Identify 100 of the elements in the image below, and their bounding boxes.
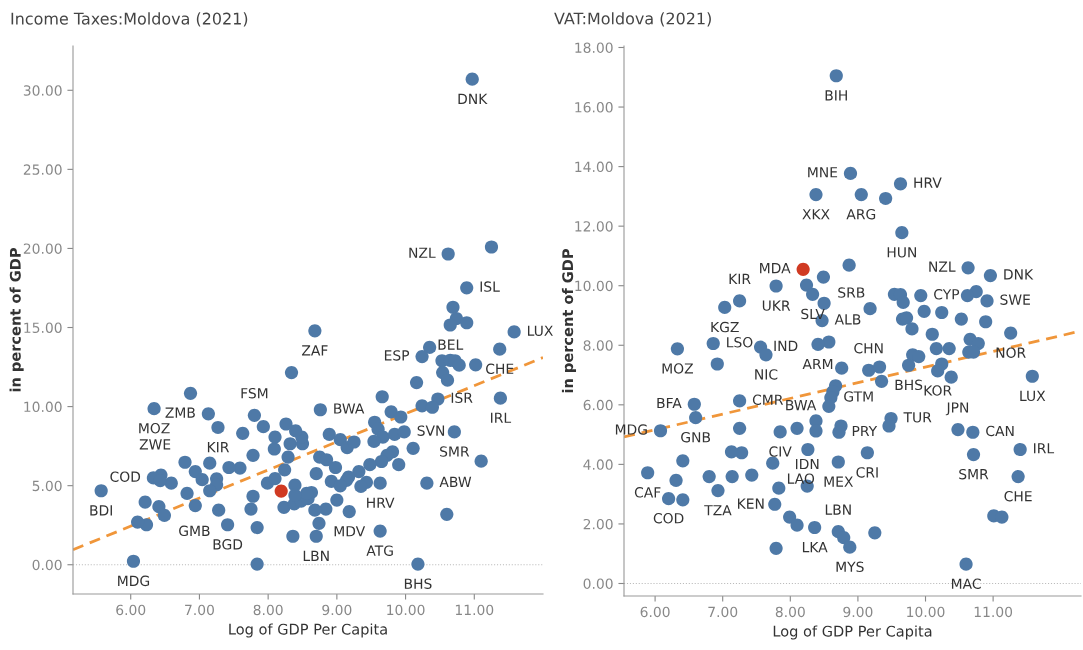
y-tick-label: 30.00 xyxy=(23,85,62,96)
annotation: IRL xyxy=(491,412,512,423)
y-tick-label: 8.00 xyxy=(583,340,613,351)
annotation: DNK xyxy=(1004,269,1034,280)
annotation: CIV xyxy=(769,446,792,457)
annotation: CYP xyxy=(934,289,960,300)
annotation: ZAF xyxy=(301,345,328,356)
x-tick-label: 6.00 xyxy=(640,606,670,618)
annotation: TZA xyxy=(704,505,732,516)
annotation: BHS xyxy=(404,578,432,589)
annotation: BGD xyxy=(213,539,243,550)
annotation: HRV xyxy=(914,177,942,188)
x-tick-label: 9.00 xyxy=(843,606,873,618)
annotation: LAO xyxy=(787,473,815,484)
annotation: NOR xyxy=(996,347,1026,358)
annotation: LBN xyxy=(825,504,851,515)
annotation: ABW xyxy=(439,476,472,487)
y-tick-label: 14.00 xyxy=(575,161,613,173)
annotation: MEX xyxy=(824,476,854,487)
annotation: GNB xyxy=(681,431,711,443)
annotation: ESP xyxy=(384,350,410,361)
annotation: LSO xyxy=(727,337,753,348)
x-axis-title: Log of GDP Per Capita xyxy=(773,625,932,640)
y-tick-label: 10.00 xyxy=(24,401,62,413)
annotation: CRI xyxy=(856,467,878,478)
annotation: SWE xyxy=(1000,294,1030,305)
annotation: KIR xyxy=(729,273,751,284)
annotation: ALB xyxy=(834,314,861,325)
annotation: BDI xyxy=(90,505,112,516)
annotation: COD xyxy=(110,471,141,482)
y-tick-label: 20.00 xyxy=(23,243,62,254)
x-tick-label: 6.00 xyxy=(116,604,146,616)
y-tick-label: 0.00 xyxy=(583,578,613,589)
x-tick-label: 11.00 xyxy=(455,604,494,616)
annotation: FSM xyxy=(241,387,268,399)
annotation: XKX xyxy=(802,209,830,220)
x-tick-label: 8.00 xyxy=(775,606,805,618)
annotation: GMB xyxy=(179,525,210,537)
annotation: MDG xyxy=(615,424,647,435)
annotation: IND xyxy=(774,340,798,351)
annotation: CAN xyxy=(986,425,1014,437)
y-tick-label: 18.00 xyxy=(575,42,613,53)
y-axis-title: in percent of GDP xyxy=(9,248,24,392)
annotation: LUX xyxy=(1020,390,1046,402)
annotation: SMR xyxy=(440,446,470,457)
x-tick-label: 10.00 xyxy=(907,606,945,618)
annotation: MOZ xyxy=(139,423,170,434)
annotation: TUR xyxy=(903,412,932,423)
annotation: KEN xyxy=(738,498,764,509)
annotation: MNE xyxy=(808,167,838,178)
y-tick-label: 4.00 xyxy=(583,459,613,470)
y-tick-label: 25.00 xyxy=(23,164,62,175)
annotation: SLV xyxy=(801,308,825,320)
y-tick-label: 6.00 xyxy=(583,399,613,411)
annotation: LKA xyxy=(802,542,828,553)
annotation: JPN xyxy=(945,402,969,416)
annotation: SMR xyxy=(959,468,989,480)
annotation: LUX xyxy=(528,325,553,336)
y-tick-label: 16.00 xyxy=(575,102,613,113)
y-tick-label: 12.00 xyxy=(575,221,613,232)
annotation: MOZ xyxy=(662,363,693,374)
y-tick-label: 0.00 xyxy=(32,559,62,571)
annotation: BWA xyxy=(786,400,817,411)
annotation: ZMB xyxy=(165,407,195,418)
y-tick-label: 5.00 xyxy=(32,480,62,492)
annotation: DNK xyxy=(458,93,488,104)
annotation: CHE xyxy=(1004,490,1032,502)
y-tick-label: 2.00 xyxy=(583,518,613,530)
annotation: COD xyxy=(653,512,684,524)
annotation: UKR xyxy=(762,300,791,311)
chart-title: VAT:Moldova (2021) xyxy=(554,12,711,27)
annotation: KOR xyxy=(924,385,952,396)
annotation: PRY xyxy=(852,425,878,437)
annotation: BHS xyxy=(895,379,923,391)
annotation: NZL xyxy=(409,247,436,258)
annotation: SRB xyxy=(838,287,865,298)
x-tick-label: 7.00 xyxy=(185,604,214,616)
annotation: ATG xyxy=(366,545,393,556)
annotation: MDV xyxy=(334,526,366,537)
annotation: ZWE xyxy=(139,439,171,450)
annotation: IDN xyxy=(795,458,819,470)
annotation: LBN xyxy=(303,550,329,561)
annotation: NIC xyxy=(755,369,778,380)
annotation: ARM xyxy=(802,358,833,370)
x-tick-label: 10.00 xyxy=(387,604,425,616)
x-tick-label: 11.00 xyxy=(974,606,1013,618)
x-tick-label: 8.00 xyxy=(253,604,283,616)
annotation: CHN xyxy=(854,342,883,354)
annotation: ARG xyxy=(846,208,876,220)
annotation: BEL xyxy=(438,339,464,350)
x-tick-label: 7.00 xyxy=(708,606,738,618)
annotation: MDA xyxy=(760,263,791,274)
annotation: GTM xyxy=(844,391,873,402)
chart-title: Income Taxes:Moldova (2021) xyxy=(11,12,248,27)
annotation: KIR xyxy=(207,442,230,453)
annotation: CMR xyxy=(752,394,784,405)
annotation: CHE xyxy=(486,363,514,375)
annotation: BWA xyxy=(334,403,365,414)
annotation: SVN xyxy=(417,425,445,436)
annotation: CAF xyxy=(634,487,661,498)
